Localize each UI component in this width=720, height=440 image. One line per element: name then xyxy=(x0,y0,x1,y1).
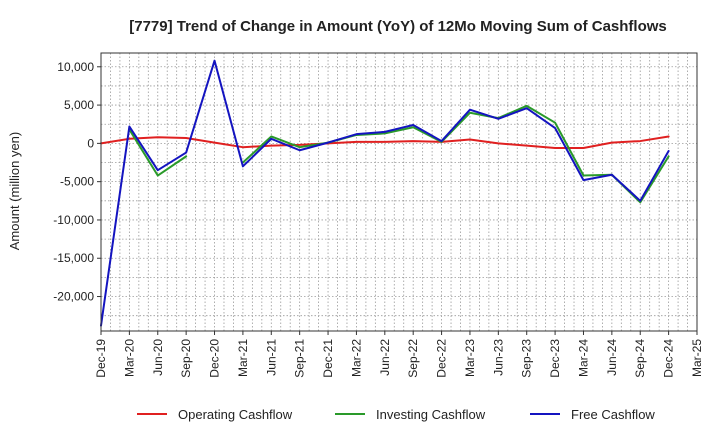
x-tick-label: Jun-21 xyxy=(264,339,278,376)
legend-item-free-cashflow: Free Cashflow xyxy=(530,407,655,422)
y-tick-label: -10,000 xyxy=(53,213,94,227)
legend-item-investing-cashflow: Investing Cashflow xyxy=(335,407,486,422)
x-tick-label: Sep-21 xyxy=(293,339,307,378)
x-tick-label: Mar-24 xyxy=(576,339,590,377)
x-tick-label: Dec-20 xyxy=(208,339,222,378)
x-tick-label: Sep-23 xyxy=(520,339,534,378)
legend-label: Free Cashflow xyxy=(571,407,655,422)
y-tick-label: 10,000 xyxy=(57,60,94,74)
x-axis-ticks: Dec-19 Mar-20 Jun-20 Sep-20 Dec-20 Mar-21 Jun-… xyxy=(94,331,704,378)
y-tick-label: -5,000 xyxy=(60,175,94,189)
x-tick-label: Mar-20 xyxy=(122,339,136,377)
x-tick-label: Mar-25 xyxy=(690,339,704,377)
x-tick-label: Dec-19 xyxy=(94,339,108,378)
y-tick-label: 5,000 xyxy=(64,98,94,112)
x-tick-label: Jun-20 xyxy=(151,339,165,376)
x-tick-label: Sep-20 xyxy=(179,339,193,378)
y-tick-label: -20,000 xyxy=(53,290,94,304)
x-tick-label: Jun-23 xyxy=(491,339,505,376)
x-tick-label: Mar-22 xyxy=(349,339,363,377)
plot-frame xyxy=(100,52,698,332)
operating-cashflow-line xyxy=(100,135,670,149)
series-layer xyxy=(100,59,670,327)
x-tick-label: Sep-22 xyxy=(406,339,420,378)
legend-label: Operating Cashflow xyxy=(178,407,293,422)
y-axis-ticks: 10,000 5,000 0 -5,000 -10,000 -15,000 -20,000 xyxy=(53,60,101,304)
y-tick-label: 0 xyxy=(87,136,94,150)
free-cashflow-line xyxy=(100,59,670,327)
x-tick-label: Sep-24 xyxy=(633,339,647,378)
x-tick-label: Dec-23 xyxy=(548,339,562,378)
x-tick-label: Jun-22 xyxy=(378,339,392,376)
investing-cashflow-line xyxy=(128,104,670,204)
legend-item-operating-cashflow: Operating Cashflow xyxy=(137,407,293,422)
y-axis-label: Amount (million yen) xyxy=(7,132,22,251)
legend: Operating Cashflow Investing Cashflow Free… xyxy=(137,407,655,422)
x-tick-label: Mar-21 xyxy=(236,339,250,377)
x-tick-label: Mar-23 xyxy=(463,339,477,377)
x-tick-label: Dec-24 xyxy=(662,339,676,378)
chart-title: [7779] Trend of Change in Amount (YoY) o… xyxy=(129,18,667,35)
x-tick-label: Jun-24 xyxy=(605,339,619,376)
x-tick-label: Dec-22 xyxy=(435,339,449,378)
grid xyxy=(100,53,698,331)
x-tick-label: Dec-21 xyxy=(321,339,335,378)
legend-label: Investing Cashflow xyxy=(376,407,486,422)
y-tick-label: -15,000 xyxy=(53,251,94,265)
